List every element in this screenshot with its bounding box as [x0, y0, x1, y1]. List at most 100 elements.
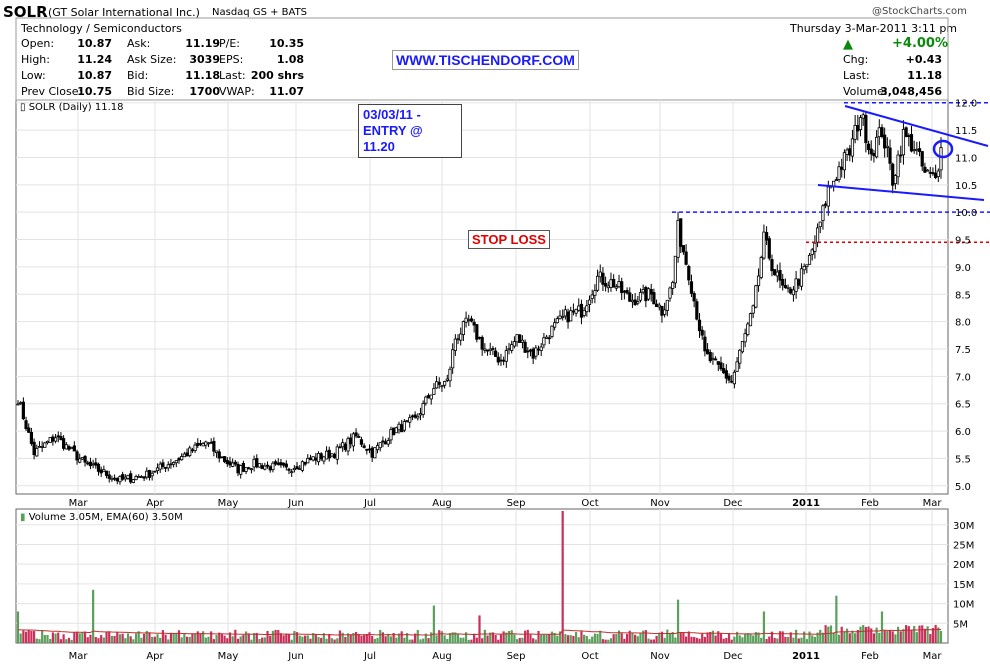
volume-bar: [741, 637, 744, 643]
stat-value: 200 shrs: [250, 69, 304, 82]
volume-bar: [486, 635, 489, 643]
candle-body: [155, 467, 160, 471]
volume-bar: [164, 634, 167, 643]
stat-value: 1700: [189, 85, 220, 98]
volume-bar: [124, 638, 127, 643]
date-line: Thursday 3-Mar-2011 3:11 pm: [790, 22, 958, 35]
x-tick-label: Mar: [923, 498, 943, 509]
x-tick-label: Sep: [507, 651, 526, 662]
volume-bar: [392, 633, 395, 643]
candle-body: [786, 286, 790, 289]
volume-bar: [360, 635, 363, 643]
volume-bar: [228, 632, 232, 643]
candle-body: [840, 166, 844, 170]
volume-bar: [526, 629, 529, 643]
price-tick-label: 7.0: [955, 372, 971, 383]
candle-body: [268, 466, 272, 471]
x-tick-label: Nov: [650, 651, 670, 662]
candle-body: [418, 413, 423, 416]
candle-body: [53, 437, 58, 442]
volume-bar: [38, 639, 41, 643]
candle-body: [177, 458, 181, 461]
stat-label: Last:: [843, 69, 870, 82]
candle-body: [469, 318, 474, 322]
volume-bar: [907, 626, 910, 643]
volume-bar: [46, 634, 49, 643]
candle-body: [539, 346, 543, 351]
candle-body: [866, 143, 871, 150]
candle-body: [335, 446, 339, 460]
candle-body: [746, 323, 750, 335]
candle-body: [373, 447, 377, 459]
candle-body: [180, 456, 184, 461]
volume-bar: [143, 633, 146, 643]
candle-body: [137, 476, 141, 478]
candle-body: [781, 278, 785, 286]
candle-body: [604, 283, 608, 287]
volume-bar: [282, 635, 285, 643]
volume-bar: [915, 632, 918, 643]
candle-body: [477, 336, 482, 339]
volume-bar: [215, 634, 218, 643]
candle-body: [730, 380, 734, 383]
volume-bar: [89, 634, 92, 643]
volume-bar: [70, 639, 73, 643]
candle-body: [416, 415, 420, 419]
volume-bar: [647, 638, 650, 643]
volume-bar: [695, 637, 698, 643]
volume-bar: [446, 638, 449, 643]
candle-body: [663, 309, 667, 315]
candle-body: [241, 462, 245, 472]
candle-body: [824, 203, 828, 206]
volume-bar: [242, 634, 245, 643]
volume-legend-text: Volume 3.05M, EMA(60) 3.50M: [28, 512, 183, 523]
volume-bar: [159, 637, 162, 643]
volume-tick-label: 30M: [953, 521, 974, 532]
candle-body: [265, 464, 270, 467]
volume-bar: [744, 633, 747, 643]
volume-bar: [867, 626, 870, 643]
x-tick-label: Sep: [507, 498, 526, 509]
candle-body: [255, 458, 259, 468]
volume-bar: [569, 635, 572, 643]
candle-body: [75, 451, 79, 461]
volume-bar: [797, 638, 800, 643]
volume-bar: [902, 629, 905, 643]
company-name: (GT Solar International Inc.): [48, 6, 200, 19]
volume-bar: [599, 630, 602, 643]
candle-body: [499, 359, 503, 362]
stat-label: Low:: [21, 69, 46, 82]
volume-bar: [223, 635, 226, 643]
candle-body: [523, 341, 527, 353]
volume-bar: [177, 630, 181, 643]
volume-bar: [631, 632, 634, 643]
volume-bar: [137, 631, 140, 643]
stat-value: 10.87: [77, 69, 112, 82]
candle-body: [324, 450, 329, 460]
volume-bar: [387, 633, 390, 643]
candle-body: [638, 292, 643, 301]
candle-body: [561, 315, 565, 318]
volume-panel: [15, 508, 949, 644]
volume-bar: [293, 631, 296, 643]
volume-bar: [185, 636, 189, 643]
x-tick-label: Feb: [861, 498, 879, 509]
candle-body: [461, 321, 466, 335]
volume-bar: [381, 632, 385, 643]
x-tick-label: Mar: [923, 651, 943, 662]
volume-bar: [183, 634, 186, 643]
candle-body: [794, 278, 798, 292]
candle-body: [582, 310, 586, 316]
candle-body: [571, 310, 576, 313]
volume-tick-label: 15M: [953, 580, 974, 591]
candle-body: [775, 271, 779, 277]
volume-bar: [373, 638, 376, 643]
candle-body: [888, 147, 892, 164]
candle-body: [485, 349, 490, 352]
candle-body: [791, 289, 796, 296]
volume-bar: [156, 634, 159, 643]
volume-bar: [588, 639, 591, 643]
candle-body: [163, 466, 168, 469]
candle-body: [850, 138, 855, 157]
x-tick-label: Jun: [287, 651, 304, 662]
